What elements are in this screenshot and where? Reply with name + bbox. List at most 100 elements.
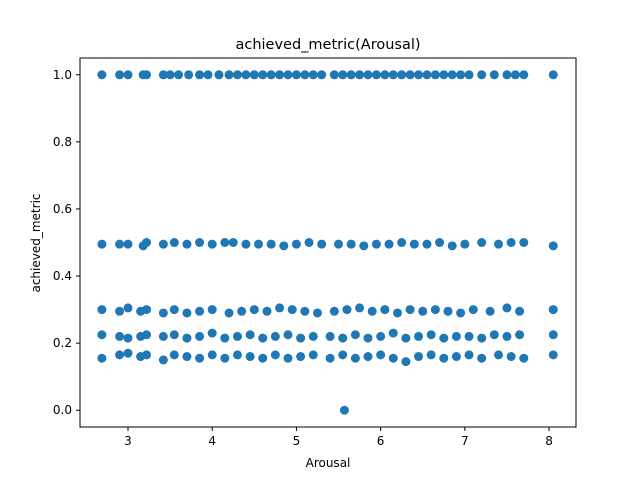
data-point bbox=[506, 238, 516, 247]
data-point bbox=[270, 350, 280, 360]
data-point bbox=[283, 330, 293, 340]
y-tick-label: 0.8 bbox=[53, 135, 72, 149]
data-point bbox=[342, 305, 352, 315]
data-point bbox=[329, 306, 339, 316]
data-point bbox=[123, 239, 133, 249]
data-point bbox=[380, 305, 390, 315]
data-point bbox=[325, 353, 335, 363]
data-point bbox=[182, 308, 192, 318]
data-point bbox=[363, 70, 373, 80]
data-point bbox=[220, 238, 230, 247]
data-point bbox=[515, 330, 525, 340]
data-point bbox=[477, 333, 487, 343]
data-point bbox=[182, 333, 192, 343]
data-point bbox=[291, 239, 301, 249]
data-point bbox=[142, 70, 152, 80]
y-tick-label: 0.0 bbox=[53, 403, 72, 417]
data-point bbox=[548, 70, 558, 80]
y-axis-ticks: 0.0 0.2 0.4 0.6 0.8 1.0 bbox=[53, 68, 80, 417]
data-point bbox=[489, 70, 499, 80]
data-point bbox=[439, 333, 449, 343]
data-point bbox=[355, 70, 365, 80]
data-point bbox=[510, 70, 520, 80]
data-point bbox=[338, 350, 348, 360]
data-point bbox=[123, 70, 133, 80]
data-point bbox=[414, 70, 424, 80]
data-point bbox=[169, 330, 179, 340]
data-point bbox=[494, 239, 504, 249]
x-axis-ticks: 3 4 5 6 7 8 bbox=[124, 427, 553, 448]
x-tick-label: 4 bbox=[208, 434, 216, 448]
data-point bbox=[464, 70, 474, 80]
data-point bbox=[207, 350, 217, 360]
data-point bbox=[548, 305, 558, 315]
data-point bbox=[317, 239, 327, 249]
data-point bbox=[182, 352, 192, 362]
data-point bbox=[249, 305, 259, 315]
data-point bbox=[494, 350, 504, 360]
data-point bbox=[346, 70, 356, 80]
data-point bbox=[460, 239, 470, 249]
data-point bbox=[97, 353, 107, 363]
data-point bbox=[502, 303, 512, 313]
data-point bbox=[376, 350, 386, 360]
data-point bbox=[245, 330, 255, 340]
data-point bbox=[346, 239, 356, 249]
data-point bbox=[451, 331, 461, 341]
data-point bbox=[401, 357, 411, 367]
data-point bbox=[224, 70, 234, 80]
data-point bbox=[430, 305, 440, 315]
data-point bbox=[296, 352, 306, 362]
data-point bbox=[214, 70, 224, 80]
data-point bbox=[308, 350, 318, 360]
data-point bbox=[519, 353, 529, 363]
data-point bbox=[195, 238, 205, 247]
data-point bbox=[283, 70, 293, 80]
data-point bbox=[312, 308, 322, 318]
data-point bbox=[477, 353, 487, 363]
data-point bbox=[359, 241, 369, 251]
data-point bbox=[158, 355, 168, 365]
data-point bbox=[258, 333, 268, 343]
data-point bbox=[367, 306, 377, 316]
data-point bbox=[329, 70, 339, 80]
data-point bbox=[241, 239, 251, 249]
data-point bbox=[350, 330, 360, 340]
data-point bbox=[174, 70, 184, 80]
data-point bbox=[291, 70, 301, 80]
data-point bbox=[287, 305, 297, 315]
data-point bbox=[515, 306, 525, 316]
data-point bbox=[317, 70, 327, 80]
data-point bbox=[97, 239, 107, 249]
data-point bbox=[266, 239, 276, 249]
data-point bbox=[237, 306, 247, 316]
data-point bbox=[414, 352, 424, 362]
x-tick-label: 8 bbox=[545, 434, 553, 448]
data-point bbox=[142, 330, 152, 340]
data-point bbox=[338, 333, 348, 343]
data-point bbox=[279, 241, 289, 251]
data-point bbox=[409, 239, 419, 249]
data-point bbox=[158, 239, 168, 249]
y-tick-label: 0.4 bbox=[53, 269, 72, 283]
data-point bbox=[169, 350, 179, 360]
data-point bbox=[165, 70, 175, 80]
data-point bbox=[439, 70, 449, 80]
data-point bbox=[456, 308, 466, 318]
data-point bbox=[376, 331, 386, 341]
data-point bbox=[456, 70, 466, 80]
y-tick-label: 0.6 bbox=[53, 202, 72, 216]
data-point bbox=[443, 306, 453, 316]
y-axis-label: achieved_metric bbox=[29, 193, 43, 292]
data-point bbox=[123, 348, 133, 358]
data-point bbox=[224, 308, 234, 318]
data-point bbox=[207, 305, 217, 315]
data-point bbox=[426, 330, 436, 340]
data-point bbox=[142, 350, 152, 360]
data-point bbox=[397, 70, 407, 80]
data-point bbox=[477, 238, 487, 247]
data-point bbox=[195, 306, 205, 316]
data-point bbox=[405, 305, 415, 315]
data-point bbox=[548, 330, 558, 340]
data-point bbox=[115, 70, 125, 80]
